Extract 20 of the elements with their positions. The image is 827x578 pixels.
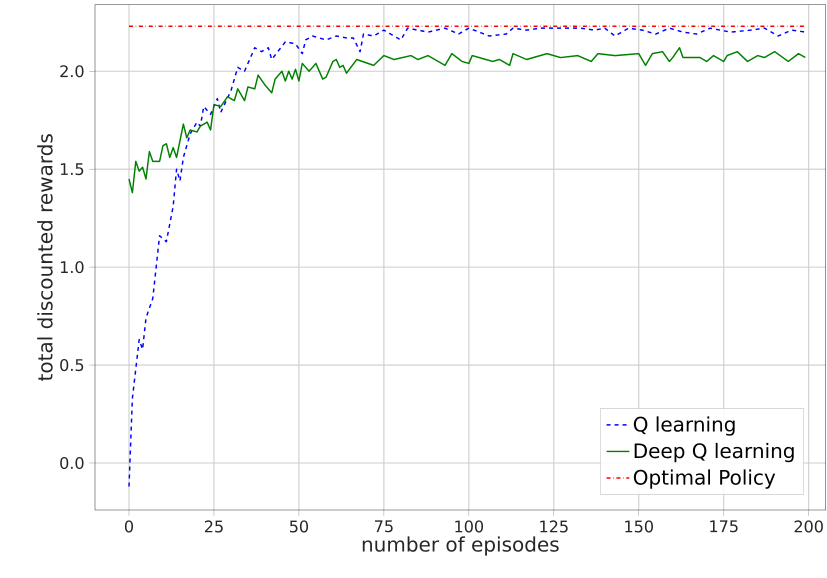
y-tick-label: 1.0 [60,261,84,274]
y-tick-label: 0.0 [60,456,84,470]
x-tick-label: 75 [375,520,393,532]
x-tick-label: 100 [455,520,484,533]
legend-label: Q learning [634,416,735,436]
x-tick-label: 150 [625,520,653,533]
legend-label: Deep Q learning [634,442,794,462]
x-tick-label: 175 [710,520,738,532]
x-tick-label: 50 [290,520,308,533]
x-axis-title: number of episodes [362,536,559,556]
x-tick-label: 200 [794,520,823,533]
x-tick-label: 25 [204,520,223,533]
y-tick-label: 2.0 [60,65,84,78]
x-tick-label: 0 [124,520,134,533]
x-tick-label: 125 [540,520,568,533]
y-tick-label: 1.5 [60,163,84,176]
y-tick-label: 0.5 [60,359,84,372]
line-series [128,47,806,194]
y-axis-title: total discounted rewards [37,134,53,381]
legend-label: Optimal Policy [634,469,776,489]
